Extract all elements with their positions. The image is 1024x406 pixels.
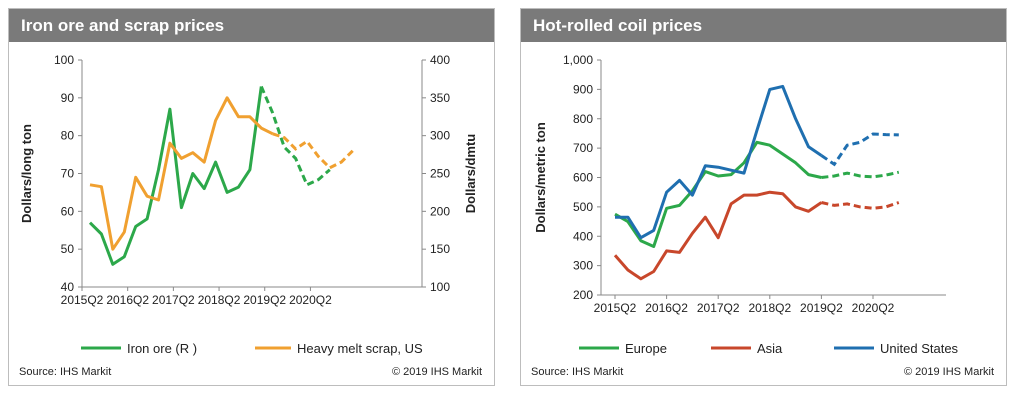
- asia-forecast-line: [821, 201, 900, 210]
- left-y-tick-label: 40: [61, 280, 75, 294]
- iron-ore-source: Source: IHS Markit: [19, 366, 112, 378]
- hrc-source: Source: IHS Markit: [531, 366, 624, 378]
- y-tick-label: 600: [573, 171, 593, 185]
- x-tick-label: 2018Q2: [198, 293, 241, 307]
- hot-rolled-coil-chart: 200 300 400 500 600 700 800 900 1,000 2015Q2 2016Q…: [533, 53, 959, 356]
- left-y-tick-label: 50: [61, 242, 75, 256]
- x-tick-label: 2019Q2: [243, 293, 286, 307]
- x-tick-label: 2015Q2: [594, 301, 637, 315]
- x-tick-label: 2020Q2: [852, 301, 895, 315]
- iron-ore-line: [88, 86, 263, 266]
- x-tick-label: 2017Q2: [152, 293, 195, 307]
- y-tick-label: 700: [573, 141, 593, 155]
- y-tick-label: 800: [573, 112, 593, 126]
- right-y-tick-label: 350: [430, 91, 450, 105]
- hrc-chart-title: Hot-rolled coil prices: [521, 9, 1006, 42]
- left-y-tick-label: 90: [61, 91, 75, 105]
- x-tick-label: 2016Q2: [106, 293, 149, 307]
- legend-label-asia: Asia: [757, 341, 783, 356]
- left-y-tick-label: 80: [61, 129, 75, 143]
- europe-line: [614, 140, 822, 248]
- x-tick-label: 2016Q2: [645, 301, 688, 315]
- hot-rolled-coil-panel: Hot-rolled coil prices 200 300 400 500 600 70…: [520, 8, 1007, 386]
- x-tick-label: 2017Q2: [697, 301, 740, 315]
- iron-ore-copyright: © 2019 IHS Markit: [391, 366, 482, 378]
- x-tick-label: 2020Q2: [289, 293, 332, 307]
- x-tick-label: 2018Q2: [748, 301, 791, 315]
- left-y-tick-label: 60: [61, 204, 75, 218]
- x-tick-label: 2019Q2: [800, 301, 843, 315]
- legend-label-iron-ore: Iron ore (R ): [127, 341, 197, 356]
- right-y-tick-label: 150: [430, 242, 450, 256]
- y-tick-label: 500: [573, 200, 593, 214]
- united-states-forecast-line: [820, 132, 899, 167]
- iron-ore-scrap-panel: Iron ore and scrap prices 40 50 60 70 80 90 10…: [8, 8, 495, 386]
- right-y-tick-label: 100: [430, 280, 450, 294]
- y-tick-label: 1,000: [563, 53, 593, 67]
- legend-label-scrap: Heavy melt scrap, US: [297, 341, 423, 356]
- iron-ore-scrap-chart: 40 50 60 70 80 90 100 100 150 200 250 300 350 400 2015…: [19, 53, 478, 356]
- y-axis-label: Dollars/metric ton: [533, 122, 548, 233]
- hrc-copyright: © 2019 IHS Markit: [903, 366, 994, 378]
- united-states-line: [615, 84, 823, 240]
- y-tick-label: 400: [573, 229, 593, 243]
- iron-ore-forecast-line: [259, 85, 331, 187]
- right-y-tick-label: 400: [430, 53, 450, 67]
- y-tick-label: 300: [573, 259, 593, 273]
- europe-forecast-line: [821, 170, 900, 179]
- legend-label-europe: Europe: [625, 341, 667, 356]
- right-y-tick-label: 300: [430, 129, 450, 143]
- scrap-forecast-line: [272, 132, 354, 170]
- right-y-tick-label: 250: [430, 167, 450, 181]
- right-y-tick-label: 200: [430, 204, 450, 218]
- scrap-line: [89, 96, 274, 251]
- iron-ore-chart-title: Iron ore and scrap prices: [9, 9, 494, 42]
- right-y-axis-label: Dollars/dmtu: [463, 134, 478, 214]
- left-y-tick-label: 100: [54, 53, 74, 67]
- y-tick-label: 200: [573, 288, 593, 302]
- x-tick-label: 2015Q2: [61, 293, 104, 307]
- asia-line: [613, 190, 823, 281]
- left-y-tick-label: 70: [61, 167, 75, 181]
- legend-label-united-states: United States: [880, 341, 959, 356]
- y-tick-label: 900: [573, 82, 593, 96]
- left-y-axis-label: Dollars/long ton: [19, 124, 34, 223]
